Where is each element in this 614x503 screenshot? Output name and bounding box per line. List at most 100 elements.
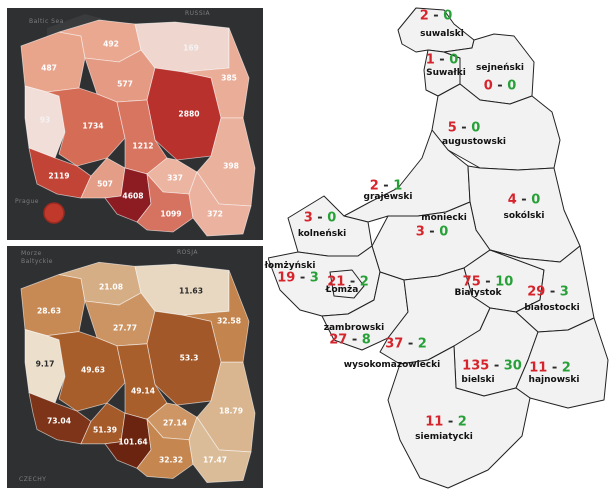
recovered-count: 1: [393, 178, 403, 194]
cases-count: 0: [483, 78, 493, 94]
value-label-mazowieckie: 2880: [178, 109, 200, 119]
value-label-podkarpackie: 372: [207, 209, 223, 219]
value-label-lubelskie: 18.79: [218, 406, 244, 416]
value-label-malopolskie: 32.32: [158, 455, 184, 465]
powiat-name-label: suwalski: [420, 29, 464, 39]
value-label-opolskie: 51.39: [92, 425, 118, 435]
value-label-lubuskie: 93: [39, 115, 51, 125]
powiat-score-label: 11 - 2: [425, 414, 467, 430]
powiat-score-label: 27 - 8: [329, 332, 371, 348]
value-label-zachodniopomorskie: 28.63: [36, 306, 62, 316]
powiat-name-label: Łomża: [325, 285, 359, 295]
value-label-podlaskie: 385: [221, 73, 237, 83]
cases-count: 3: [415, 224, 425, 240]
poland-rate-map: Morze Baltyckie ROSJA CZECHY 28.63 21.08 1…: [7, 246, 263, 488]
powiat-name-label: siemiatycki: [415, 432, 473, 442]
voivodeship-zachodniopomorskie: [20, 274, 86, 337]
powiat-score-label: 75 - 10: [462, 274, 514, 290]
value-label-wielkopolskie: 1734: [82, 121, 104, 131]
sea-label-2: Baltyckie: [21, 258, 53, 265]
powiat-name-label: augustowski: [442, 137, 506, 147]
recovered-count: 2: [359, 274, 369, 290]
value-label-podlaskie: 32.58: [216, 316, 242, 326]
recovered-count: 2: [561, 360, 571, 376]
city-label: Prague: [15, 198, 39, 205]
recovered-count: 0: [439, 224, 449, 240]
poland-rate-map-shapes: [20, 261, 256, 483]
powiat-score-label: 3 - 0: [415, 224, 449, 240]
cases-count: 37: [385, 336, 404, 352]
podlaskie-map: suwalski 2 - 0 Suwałki 1 - 0 sejneński 0 - 0 a…: [264, 0, 614, 499]
sea-label: Baltic Sea: [29, 18, 64, 25]
cases-count: 3: [303, 210, 313, 226]
powiat-name-label: sejneński: [476, 63, 524, 73]
country-label: ROSJA: [177, 249, 198, 256]
powiat-name-label: Białystok: [454, 288, 502, 298]
powiat-name-label: grajewski: [363, 192, 413, 202]
voivodeship-zachodniopomorskie: [20, 31, 86, 93]
value-label-lodzkie: 49.14: [130, 386, 156, 396]
powiat-name-label: moniecki: [421, 213, 467, 223]
recovered-count: 3: [559, 284, 569, 300]
recovered-count: 0: [449, 52, 459, 68]
value-label-lubelskie: 398: [223, 161, 239, 171]
recovered-count: 30: [503, 358, 522, 374]
value-label-dolnoslaskie: 2119: [48, 171, 70, 181]
value-label-pomorskie: 21.08: [98, 282, 124, 292]
powiat-name-label: zambrowski: [323, 323, 385, 333]
cases-count: 75: [462, 274, 481, 290]
cases-count: 21: [327, 274, 346, 290]
country-label-south: CZECHY: [19, 476, 47, 483]
recovered-count: 0: [507, 78, 517, 94]
powiat-name-label: hajnowski: [528, 375, 580, 385]
recovered-count: 0: [327, 210, 337, 226]
cases-count: 1: [425, 52, 435, 68]
powiat-score-label: 5 - 0: [447, 120, 481, 136]
value-label-warminsko-mazurskie: 169: [183, 43, 199, 53]
powiat-score-label: 4 - 0: [507, 192, 541, 208]
value-label-mazowieckie: 53.3: [179, 353, 199, 363]
cases-count: 2: [369, 178, 379, 194]
value-label-kujawsko-pomorskie: 577: [117, 79, 133, 89]
cases-count: 2: [419, 8, 429, 24]
powiat-name-label: wysokomazowiecki: [343, 360, 441, 370]
value-label-zachodniopomorskie: 487: [41, 63, 57, 73]
value-label-wielkopolskie: 49.63: [80, 365, 106, 375]
powiat-score-label: 11 - 2: [529, 360, 571, 376]
powiat-score-label: 37 - 2: [385, 336, 427, 352]
recovered-count: 0: [531, 192, 541, 208]
powiat-6: [287, 195, 373, 257]
powiat-score-label: 2 - 1: [369, 178, 403, 194]
poland-cases-map-shapes: [20, 14, 256, 237]
powiat-score-label: 2 - 0: [419, 8, 453, 24]
value-label-pomorskie: 492: [103, 39, 119, 49]
value-label-lodzkie: 1212: [132, 141, 154, 151]
value-label-warminsko-mazurskie: 11.63: [178, 286, 204, 296]
value-label-dolnoslaskie: 73.04: [46, 416, 72, 426]
cases-count: 19: [277, 270, 296, 286]
powiat-name-label: białostocki: [524, 303, 580, 313]
cases-count: 135: [462, 358, 490, 374]
powiat-score-label: 21 - 2: [327, 274, 369, 290]
value-label-podkarpackie: 17.47: [202, 455, 228, 465]
podlaskie-map-shapes: [267, 7, 609, 489]
recovered-count: 0: [443, 8, 453, 24]
value-label-lubuskie: 9.17: [35, 359, 55, 369]
cases-count: 11: [425, 414, 444, 430]
sea-label: Morze: [21, 250, 42, 257]
recovered-count: 3: [309, 270, 319, 286]
value-label-slaskie: 4608: [122, 191, 144, 201]
country-label: RUSSIA: [185, 10, 211, 17]
powiat-16: [387, 345, 531, 489]
value-label-slaskie: 101.64: [118, 437, 148, 447]
powiat-name-label: bielski: [461, 375, 495, 385]
recovered-count: 8: [361, 332, 371, 348]
cases-count: 5: [447, 120, 457, 136]
value-label-opolskie: 507: [97, 179, 113, 189]
powiat-score-label: 135 - 30: [462, 358, 522, 374]
recovered-count: 0: [471, 120, 481, 136]
recovered-count: 2: [417, 336, 427, 352]
powiat-name-label: łomżyński: [264, 261, 316, 271]
powiat-score-label: 3 - 0: [303, 210, 337, 226]
voivodeship-podkarpackie: [188, 416, 252, 483]
